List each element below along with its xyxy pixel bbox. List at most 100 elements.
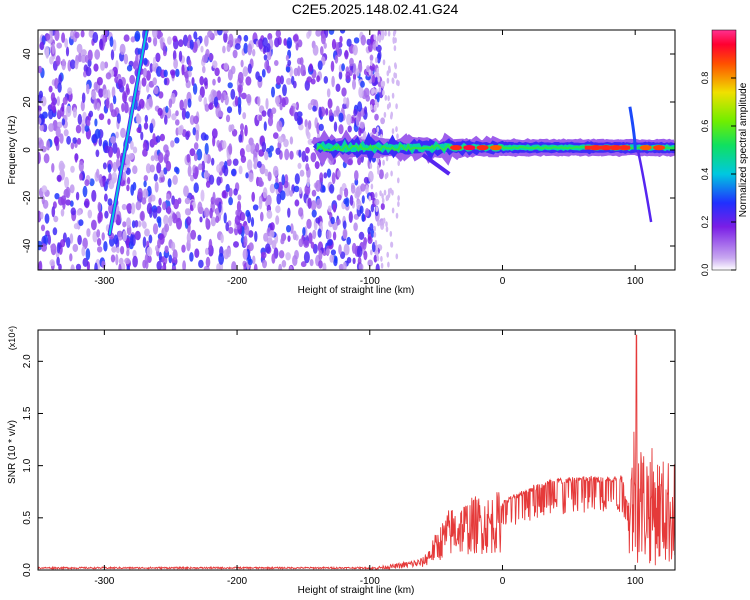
noise-cell xyxy=(388,102,392,108)
noise-cell xyxy=(204,170,209,179)
noise-cell xyxy=(257,75,263,83)
noise-cell xyxy=(328,30,335,35)
noise-cell xyxy=(390,111,394,118)
noise-cell xyxy=(307,102,313,111)
noise-cell xyxy=(234,43,241,50)
noise-cell xyxy=(131,220,136,229)
noise-cell xyxy=(308,63,313,72)
noise-cell xyxy=(279,103,283,111)
noise-cell xyxy=(318,249,323,261)
noise-cell xyxy=(310,78,316,85)
noise-cell xyxy=(291,75,295,85)
noise-cell xyxy=(93,63,99,72)
noise-cell xyxy=(303,251,310,264)
noise-cell xyxy=(144,228,150,237)
noise-cell xyxy=(132,146,138,154)
noise-cell xyxy=(369,54,374,62)
noise-cell xyxy=(158,197,162,206)
noise-cell xyxy=(393,30,397,35)
noise-cell xyxy=(323,76,328,84)
noise-cell xyxy=(147,36,152,43)
noise-cell xyxy=(343,243,350,256)
noise-cell xyxy=(41,185,48,193)
x-tick-label: 100 xyxy=(627,276,644,287)
noise-cell xyxy=(69,233,74,244)
noise-cell xyxy=(154,181,159,193)
noise-cell xyxy=(215,207,219,217)
noise-cell xyxy=(204,142,209,155)
noise-cell xyxy=(132,181,137,191)
noise-cell xyxy=(329,115,334,122)
noise-cell xyxy=(266,43,271,53)
noise-cell xyxy=(87,49,93,61)
noise-cell xyxy=(61,58,66,71)
noise-cell xyxy=(122,221,127,228)
noise-cell xyxy=(134,30,141,42)
noise-cell xyxy=(64,38,68,48)
noise-cell xyxy=(104,193,108,202)
noise-cell xyxy=(384,30,387,37)
noise-cell xyxy=(305,147,310,154)
noise-cell xyxy=(370,228,375,238)
noise-cell xyxy=(238,86,242,98)
noise-cell xyxy=(150,155,155,162)
noise-cell xyxy=(352,44,358,56)
y-tick-label: 40 xyxy=(22,48,33,60)
noise-cell xyxy=(194,166,199,177)
noise-cell xyxy=(143,180,147,188)
noise-cell xyxy=(172,175,178,185)
noise-cell xyxy=(373,34,377,41)
noise-cell xyxy=(266,209,273,219)
noise-cell xyxy=(130,202,136,215)
noise-cell xyxy=(253,263,258,270)
noise-cell xyxy=(227,82,233,89)
noise-cell xyxy=(365,207,370,217)
noise-cell xyxy=(223,62,229,71)
noise-cell xyxy=(343,97,347,105)
noise-cell xyxy=(176,217,182,230)
noise-cell xyxy=(245,209,251,218)
noise-cell xyxy=(380,220,385,230)
noise-cell xyxy=(376,35,379,42)
noise-cell xyxy=(123,34,130,42)
noise-cell xyxy=(187,65,193,72)
x-tick-label: -100 xyxy=(360,276,380,287)
noise-cell xyxy=(383,189,387,196)
noise-cell xyxy=(55,55,61,66)
noise-cell xyxy=(361,213,366,222)
noise-cell xyxy=(304,80,310,91)
noise-cell xyxy=(192,127,197,136)
noise-cell xyxy=(56,242,61,254)
noise-cell xyxy=(148,96,153,108)
noise-cell xyxy=(133,60,139,70)
noise-cell xyxy=(382,89,385,96)
noise-cell xyxy=(385,221,388,228)
noise-cell xyxy=(374,239,378,246)
noise-cell xyxy=(146,202,153,215)
noise-cell xyxy=(269,145,274,152)
noise-cell xyxy=(252,204,259,211)
noise-cell xyxy=(380,30,385,41)
noise-cell xyxy=(378,169,384,180)
noise-cell xyxy=(96,229,101,238)
noise-cell xyxy=(55,126,61,138)
noise-cell xyxy=(353,222,358,232)
noise-cell xyxy=(320,33,326,45)
noise-cell xyxy=(382,80,386,87)
noise-cell xyxy=(368,69,372,76)
noise-cell xyxy=(84,179,90,187)
noise-cell xyxy=(175,119,180,126)
noise-cell xyxy=(157,238,161,249)
noise-cell xyxy=(316,122,320,135)
noise-cell xyxy=(374,192,378,198)
noise-cell xyxy=(198,259,204,269)
noise-cell xyxy=(356,245,363,258)
noise-cell xyxy=(84,198,90,209)
noise-cell xyxy=(190,229,197,240)
noise-cell xyxy=(86,119,91,127)
noise-cell xyxy=(341,63,345,72)
noise-cell xyxy=(240,92,247,100)
noise-cell xyxy=(360,183,366,192)
noise-cell xyxy=(230,124,235,132)
noise-cell xyxy=(104,210,109,219)
